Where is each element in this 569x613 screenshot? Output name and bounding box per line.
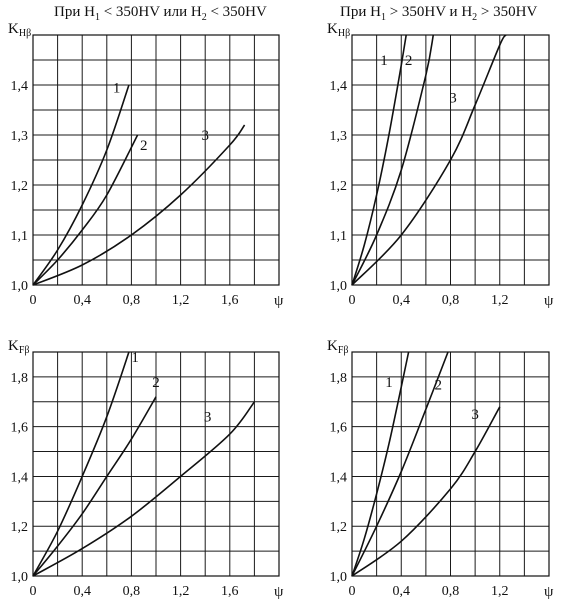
y-tick-label: 1,4 xyxy=(11,470,29,485)
y-tick-label: 1,8 xyxy=(11,371,29,386)
series-label-3: 3 xyxy=(449,91,457,107)
x-tick-label: 1,6 xyxy=(221,293,239,308)
chart-panel-2: 0 0,4 0,8 1,2 1,0 1,1 1,2 1,3 1,4 KHβ ψ 1 2 3 xyxy=(327,21,554,309)
series-label-2: 2 xyxy=(152,375,160,391)
chart-panel-4: 0 0,4 0,8 1,2 1,0 1,2 1,4 1,6 1,8 KFβ ψ 1 2 3 xyxy=(327,338,554,600)
x-tick-label: 0,8 xyxy=(123,293,141,308)
x-tick-label: 0 xyxy=(349,293,356,308)
series-label-3: 3 xyxy=(204,410,212,426)
x-axis-label: ψ xyxy=(274,584,284,600)
y-tick-label: 1,3 xyxy=(11,129,29,144)
chart-group-title-right: При H1 > 350HV и H2 > 350HV xyxy=(340,4,537,23)
x-axis-label: ψ xyxy=(544,293,554,309)
grid xyxy=(351,351,550,577)
x-tick-label: 0 xyxy=(30,584,37,599)
x-tick-label: 1,2 xyxy=(172,584,190,599)
series-line-3 xyxy=(351,406,501,577)
series-label-2: 2 xyxy=(405,53,413,69)
y-axis-label: KHβ xyxy=(327,21,350,39)
x-axis-label: ψ xyxy=(274,293,284,309)
x-tick-label: 0,4 xyxy=(73,584,91,599)
title-right-sub1: 1 xyxy=(380,12,386,23)
y-axis-label: KFβ xyxy=(8,338,30,356)
series-line-3 xyxy=(32,401,256,577)
y-axis-label: KHβ xyxy=(8,21,31,39)
series-line-2 xyxy=(351,351,449,577)
series-line-1 xyxy=(351,34,407,286)
x-tick-label: 1,2 xyxy=(172,293,190,308)
series-label-3: 3 xyxy=(471,407,479,423)
grid xyxy=(32,34,280,286)
x-tick-label: 1,6 xyxy=(221,584,239,599)
series-line-2 xyxy=(32,134,139,286)
y-tick-label: 1,2 xyxy=(330,179,348,194)
y-axis-label: KFβ xyxy=(327,338,349,356)
y-tick-label: 1,2 xyxy=(11,520,29,535)
title-right-part1: При H xyxy=(340,4,381,20)
y-tick-label: 1,3 xyxy=(330,129,348,144)
series-line-3 xyxy=(351,34,507,286)
y-tick-label: 1,0 xyxy=(11,570,29,585)
series-label-3: 3 xyxy=(201,128,209,144)
title-left-part2: < 350HV или H xyxy=(99,4,202,20)
y-tick-label: 1,1 xyxy=(330,229,348,244)
y-tick-label: 1,0 xyxy=(330,279,348,294)
chart-panel-3: 0 0,4 0,8 1,2 1,6 1,0 1,2 1,4 1,6 1,8 KFβ ψ 12 3 xyxy=(8,338,284,600)
y-tick-label: 1,4 xyxy=(330,470,348,485)
plot-frame xyxy=(32,351,280,577)
title-left-sub2: 2 xyxy=(201,12,207,23)
y-tick-label: 1,4 xyxy=(330,79,348,94)
x-tick-label: 0,8 xyxy=(442,584,460,599)
title-right-part2: > 350HV и H xyxy=(385,4,473,20)
title-right-part3: > 350HV xyxy=(477,4,538,20)
y-tick-label: 1,2 xyxy=(330,520,348,535)
y-tick-label: 1,8 xyxy=(330,371,348,386)
y-tick-label: 1,6 xyxy=(330,421,348,436)
y-tick-label: 1,6 xyxy=(11,421,29,436)
plot-frame xyxy=(32,34,280,286)
series-line-2 xyxy=(351,34,435,286)
title-right-sub2: 2 xyxy=(472,12,478,23)
y-tick-label: 1,4 xyxy=(11,79,29,94)
x-tick-label: 1,2 xyxy=(491,293,509,308)
x-tick-label: 1,2 xyxy=(491,584,509,599)
chart-panel-1: 0 0,4 0,8 1,2 1,6 1,0 1,1 1,2 1,3 1,4 KHβ ψ 1 2 3 xyxy=(8,21,284,309)
series-label-2: 2 xyxy=(140,138,148,154)
series-line-1 xyxy=(32,351,130,577)
series-line-1 xyxy=(351,351,410,577)
series-label-2: 2 xyxy=(434,377,442,393)
plot-frame xyxy=(351,34,550,286)
x-tick-label: 0 xyxy=(349,584,356,599)
chart-group-title-left: При H1 < 350HV или H2 < 350HV xyxy=(54,4,267,23)
series-line-3 xyxy=(32,124,246,286)
x-axis-label: ψ xyxy=(544,584,554,600)
series-line-2 xyxy=(32,396,157,577)
plot-frame xyxy=(351,351,550,577)
y-tick-label: 1,0 xyxy=(330,570,348,585)
title-left-part3: < 350HV xyxy=(206,4,267,20)
series-label-1: 1 xyxy=(380,53,388,69)
x-tick-label: 0,8 xyxy=(442,293,460,308)
title-left-sub1: 1 xyxy=(94,12,100,23)
x-tick-label: 0,4 xyxy=(393,293,411,308)
title-left-part1: При H xyxy=(54,4,95,20)
y-tick-label: 1,2 xyxy=(11,179,29,194)
x-tick-label: 0,4 xyxy=(73,293,91,308)
x-tick-label: 0 xyxy=(30,293,37,308)
y-tick-label: 1,0 xyxy=(11,279,29,294)
x-tick-label: 0,4 xyxy=(393,584,411,599)
series-label-1: 1 xyxy=(131,350,139,366)
x-tick-label: 0,8 xyxy=(123,584,141,599)
series-label-1: 1 xyxy=(113,81,121,97)
series-line-1 xyxy=(32,84,130,286)
y-tick-label: 1,1 xyxy=(11,229,29,244)
series-label-1: 1 xyxy=(385,375,393,391)
